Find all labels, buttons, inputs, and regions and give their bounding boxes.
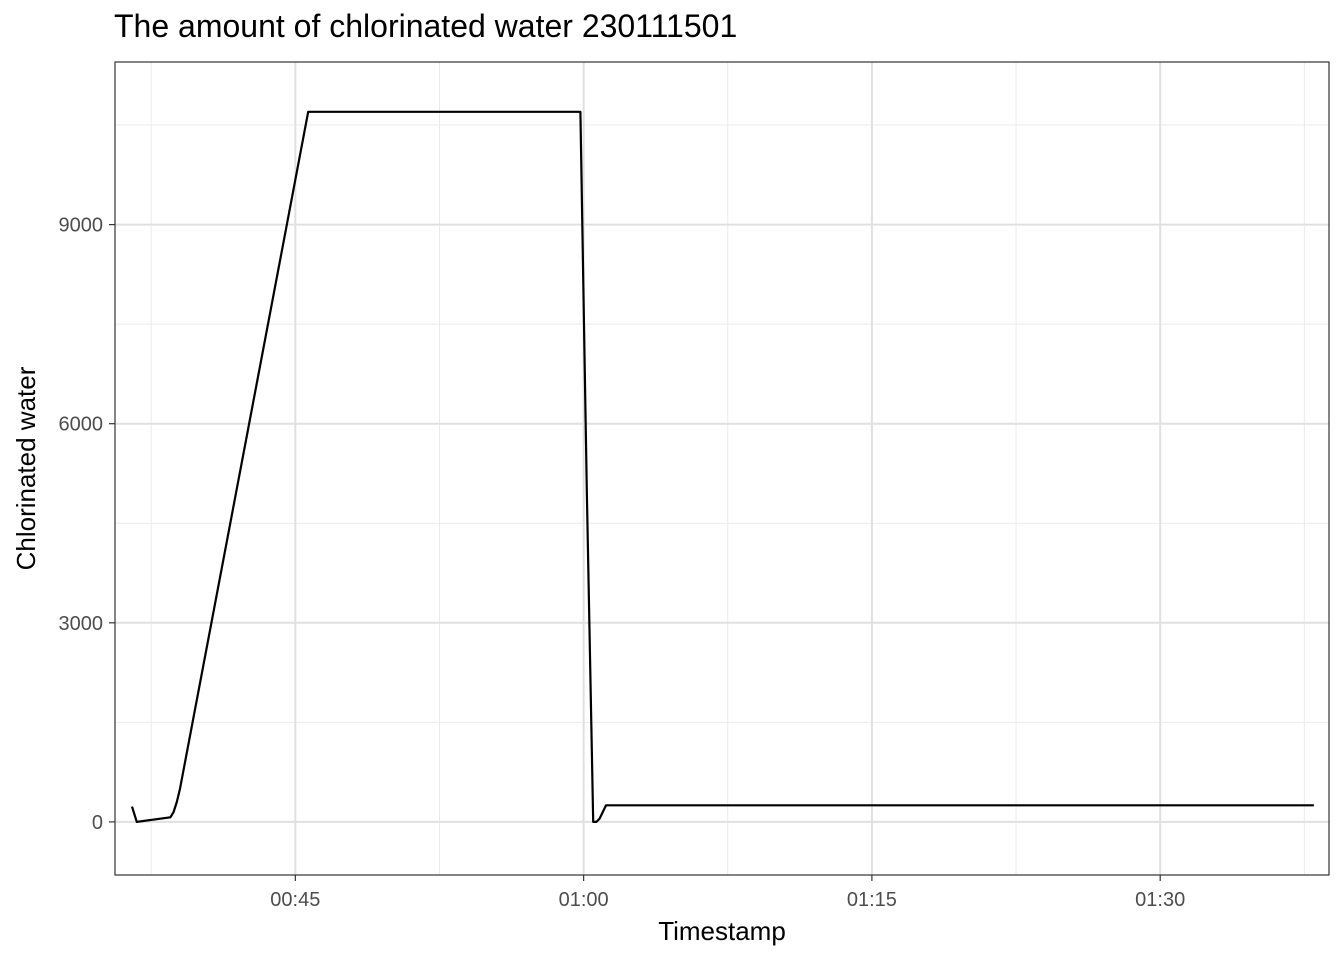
x-tick-label: 01:00 [559,889,609,911]
y-tick-label: 9000 [59,215,104,237]
y-tick-label: 6000 [59,414,104,436]
x-tick-label: 01:30 [1135,889,1185,911]
major-gridlines [115,62,1329,875]
series-layer [130,110,1314,824]
series-line [130,110,1314,824]
plot-panel-border [114,61,1330,876]
x-tick-label: 01:15 [847,889,897,911]
x-axis-title: Timestamp [658,916,786,946]
y-tick-label: 3000 [59,613,104,635]
tick-labels: 00:45 01:00 01:15 01:30 0 3000 6000 9000 [59,215,1186,911]
y-axis-title: Chlorinated water [11,366,41,570]
chart-title: The amount of chlorinated water 23011150… [114,8,738,44]
x-tick-label: 00:45 [270,889,320,911]
y-tick-label: 0 [92,812,103,834]
axis-ticks [109,224,1161,881]
minor-gridlines [115,62,1329,875]
